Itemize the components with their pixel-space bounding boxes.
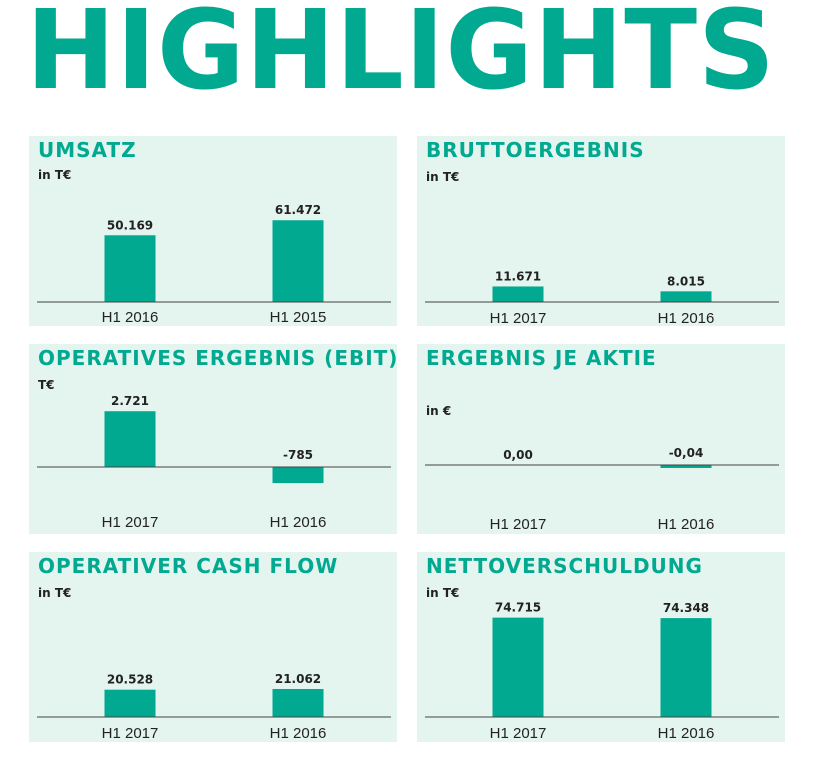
panel-umsatz: UMSATZ in T€ 50.169 H1 2016 61.472 H1 2015: [29, 136, 397, 326]
bar-chart-umsatz: 50.169 H1 2016 61.472 H1 2015: [37, 203, 391, 326]
tick-label: H1 2016: [658, 516, 715, 533]
chart-title: ERGEBNIS JE AKTIE: [426, 346, 657, 370]
data-label: 20.528: [107, 673, 153, 687]
bar: [492, 617, 544, 717]
bar-chart-ergebnis-je-aktie: 0,00 H1 2017 -0,04 H1 2016: [425, 446, 779, 533]
unit-label: in €: [426, 404, 452, 418]
data-label: -785: [283, 448, 313, 462]
data-label: 0,00: [503, 448, 533, 462]
data-label: 50.169: [107, 218, 153, 232]
data-label: 8.015: [667, 274, 705, 288]
bar-chart-bruttoergebnis: 11.671 H1 2017 8.015 H1 2016: [425, 269, 779, 326]
tick-label: H1 2016: [270, 725, 327, 742]
panel-ebit: OPERATIVES ERGEBNIS (EBIT) T€ 2.721 H1 20…: [29, 344, 397, 534]
data-label: 74.348: [663, 601, 709, 615]
chart-title: OPERATIVER CASH FLOW: [38, 554, 339, 578]
panel-bruttoergebnis: BRUTTOERGEBNIS in T€ 11.671 H1 2017 8.015 H…: [417, 136, 785, 326]
chart-title: OPERATIVES ERGEBNIS (EBIT): [38, 346, 397, 370]
data-label: 74.715: [495, 601, 541, 615]
chart-title: NETTOVERSCHULDUNG: [426, 554, 703, 578]
tick-label: H1 2016: [102, 309, 159, 326]
unit-label: in T€: [426, 586, 460, 600]
tick-label: H1 2017: [102, 725, 159, 742]
tick-label: H1 2017: [490, 725, 547, 742]
bar: [660, 465, 712, 468]
bar: [660, 618, 712, 717]
bar: [104, 411, 156, 467]
panel-nettoverschuldung: NETTOVERSCHULDUNG in T€ 74.715 H1 2017 74.…: [417, 552, 785, 742]
panel-cash-flow: OPERATIVER CASH FLOW in T€ 20.528 H1 2017…: [29, 552, 397, 742]
unit-label: in T€: [426, 170, 460, 184]
unit-label: in T€: [38, 586, 72, 600]
chart-title: BRUTTOERGEBNIS: [426, 138, 645, 162]
bar-chart-nettoverschuldung: 74.715 H1 2017 74.348 H1 2016: [425, 601, 779, 742]
tick-label: H1 2017: [102, 514, 159, 531]
tick-label: H1 2016: [270, 514, 327, 531]
bar: [272, 688, 324, 717]
tick-label: H1 2016: [658, 310, 715, 326]
panel-ergebnis-je-aktie: ERGEBNIS JE AKTIE in € 0,00 H1 2017 -0,04 H…: [417, 344, 785, 534]
unit-label: in T€: [38, 168, 72, 182]
unit-label: T€: [38, 378, 55, 392]
data-label: -0,04: [669, 446, 704, 460]
data-label: 11.671: [495, 269, 541, 283]
data-label: 61.472: [275, 203, 321, 217]
bar-chart-cash-flow: 20.528 H1 2017 21.062 H1 2016: [37, 672, 391, 742]
bar: [104, 235, 156, 302]
page-title: HIGHLIGHTS: [26, 0, 776, 114]
bar: [660, 291, 712, 302]
tick-label: H1 2016: [658, 725, 715, 742]
data-label: 21.062: [275, 672, 321, 686]
bar-chart-ebit: 2.721 H1 2017 -785 H1 2016: [37, 394, 391, 531]
tick-label: H1 2015: [270, 309, 327, 326]
tick-label: H1 2017: [490, 516, 547, 533]
bar: [272, 467, 324, 484]
bar: [104, 689, 156, 717]
bar: [492, 286, 544, 302]
chart-title: UMSATZ: [38, 138, 137, 162]
tick-label: H1 2017: [490, 310, 547, 326]
data-label: 2.721: [111, 394, 149, 408]
bar: [272, 220, 324, 302]
